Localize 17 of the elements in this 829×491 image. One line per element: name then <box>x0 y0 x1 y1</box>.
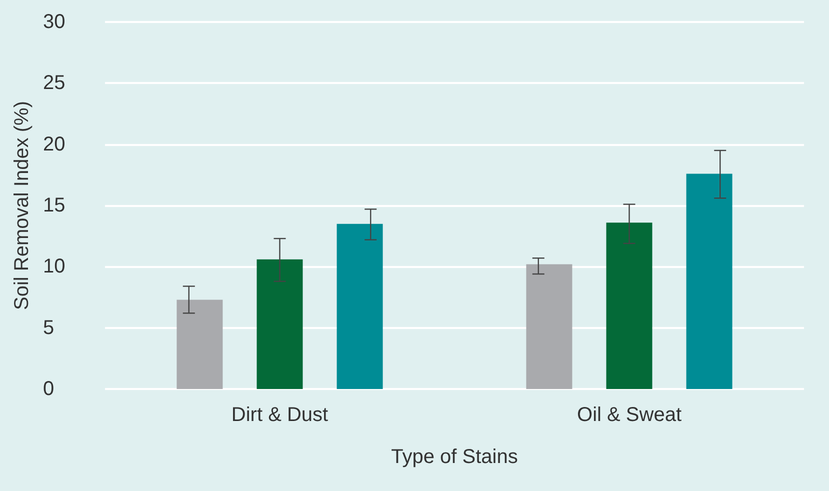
bar <box>686 174 732 389</box>
bar <box>176 300 223 389</box>
x-tick-label: Dirt & Dust <box>231 404 329 426</box>
y-tick-label: 10 <box>43 256 66 278</box>
x-axis-title: Type of Stains <box>391 446 518 468</box>
y-tick-label: 15 <box>43 194 66 216</box>
y-axis-title: Soil Removal Index (%) <box>11 101 34 310</box>
x-tick-label: Oil & Sweat <box>577 404 682 426</box>
bar <box>606 222 652 389</box>
y-tick-label: 20 <box>43 133 66 156</box>
y-tick-label: 5 <box>43 316 54 339</box>
bar <box>526 264 572 389</box>
bar <box>256 259 303 389</box>
y-tick-label: 25 <box>43 72 66 94</box>
y-tick-label: 30 <box>43 11 66 33</box>
bar <box>336 224 383 389</box>
y-tick-label: 0 <box>43 378 54 400</box>
